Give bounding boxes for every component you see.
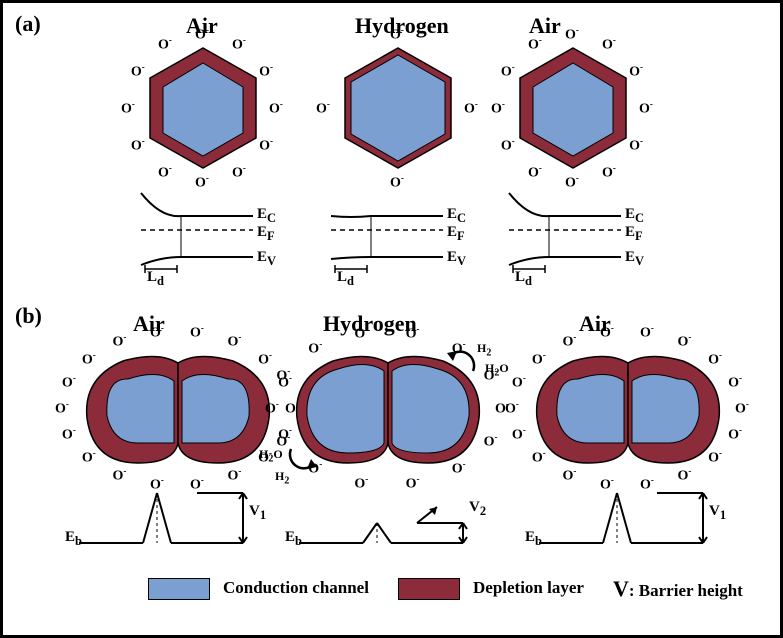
oxygen-ion: O- <box>265 400 279 417</box>
oxygen-ion: O- <box>600 324 614 341</box>
oxygen-ion: O- <box>528 36 542 53</box>
oxygen-ion: O- <box>258 351 272 368</box>
oxygen-ion: O- <box>505 400 519 417</box>
oxygen-ion: O- <box>532 351 546 368</box>
oxygen-ion: O- <box>308 460 322 477</box>
oxygen-ion: O- <box>602 36 616 53</box>
oxygen-ion: O- <box>276 367 290 384</box>
oxygen-ion: O- <box>158 164 172 181</box>
oxygen-ion: O- <box>121 100 135 117</box>
oxygen-ion: O- <box>563 333 577 350</box>
oxygen-ion: O- <box>491 100 505 117</box>
oxygen-ion: O- <box>512 426 526 443</box>
oxygen-ion: O- <box>629 137 643 154</box>
oxygen-ion: O- <box>82 449 96 466</box>
oxygen-ion: O- <box>528 164 542 181</box>
oxygen-ion: O- <box>464 100 478 117</box>
barrier-diagram-2 <box>533 483 733 553</box>
barrier-diagram-1 <box>293 483 493 553</box>
legend-swatch-conduction <box>148 578 210 600</box>
oxygen-ion: O- <box>62 374 76 391</box>
barrier-diagram-0 <box>73 483 273 553</box>
grain-pair-2 <box>523 343 733 473</box>
oxygen-ion: O- <box>316 100 330 117</box>
oxygen-ion: O- <box>131 63 145 80</box>
oxygen-ion: O- <box>565 26 579 43</box>
oxygen-ion: O- <box>728 374 742 391</box>
legend-text-1: Conduction channel <box>223 578 369 598</box>
oxygen-ion: O- <box>113 333 127 350</box>
hexagon-2 <box>508 43 638 173</box>
oxygen-ion: O- <box>532 449 546 466</box>
oxygen-ion: O- <box>190 324 204 341</box>
legend-text-barrier: V: Barrier height <box>613 576 743 602</box>
oxygen-ion: O- <box>501 137 515 154</box>
oxygen-ion: O- <box>484 433 498 450</box>
oxygen-ion: O- <box>406 325 420 342</box>
oxygen-ion: O- <box>113 467 127 484</box>
oxygen-ion: O- <box>259 137 273 154</box>
oxygen-ion: O- <box>55 400 69 417</box>
oxygen-ion: O- <box>269 100 283 117</box>
oxygen-ion: O- <box>563 467 577 484</box>
oxygen-ion: O- <box>501 63 515 80</box>
oxygen-ion: O- <box>82 351 96 368</box>
oxygen-ion: O- <box>602 164 616 181</box>
oxygen-ion: O- <box>150 324 164 341</box>
legend-swatch-depletion <box>398 578 460 600</box>
oxygen-ion: O- <box>259 63 273 80</box>
oxygen-ion: O- <box>354 325 368 342</box>
grain-pair-0 <box>73 343 283 473</box>
oxygen-ion: O- <box>629 63 643 80</box>
col-label-b-1: Hydrogen <box>323 311 417 337</box>
oxygen-ion: O- <box>158 36 172 53</box>
oxygen-ion: O- <box>131 137 145 154</box>
oxygen-ion: O- <box>308 340 322 357</box>
oxygen-ion: O- <box>678 467 692 484</box>
oxygen-ion: O- <box>640 324 654 341</box>
oxygen-ion: O- <box>708 449 722 466</box>
oxygen-ion: O- <box>678 333 692 350</box>
oxygen-ion: O- <box>232 36 246 53</box>
oxygen-ion: O- <box>512 374 526 391</box>
oxygen-ion: O- <box>735 400 749 417</box>
oxygen-ion: O- <box>228 467 242 484</box>
oxygen-ion: O- <box>195 26 209 43</box>
oxygen-ion: O- <box>232 164 246 181</box>
oxygen-ion: O- <box>639 100 653 117</box>
grain-pair-1 <box>283 343 493 473</box>
hexagon-0 <box>138 43 268 173</box>
oxygen-ion: O- <box>728 426 742 443</box>
oxygen-ion: O- <box>390 26 404 43</box>
oxygen-ion: O- <box>62 426 76 443</box>
oxygen-ion: O- <box>452 460 466 477</box>
oxygen-ion: O- <box>708 351 722 368</box>
oxygen-ion: O- <box>228 333 242 350</box>
legend-text-3: Depletion layer <box>473 578 584 598</box>
hexagon-1 <box>333 43 463 173</box>
oxygen-ion: O- <box>452 340 466 357</box>
